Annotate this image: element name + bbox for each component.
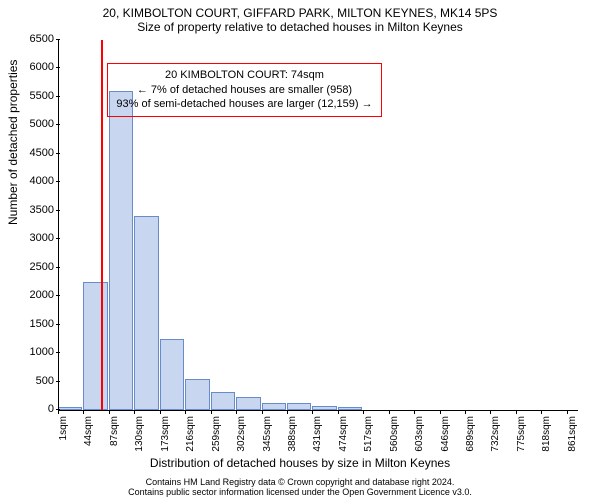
- attribution-footer: Contains HM Land Registry data © Crown c…: [0, 478, 600, 498]
- y-tick: 4000: [24, 175, 54, 187]
- callout-box: 20 KIMBOLTON COURT: 74sqm← 7% of detache…: [107, 63, 381, 118]
- plot-area: 20 KIMBOLTON COURT: 74sqm← 7% of detache…: [58, 40, 578, 410]
- callout-line: 93% of semi-detached houses are larger (…: [116, 97, 372, 112]
- y-tick: 6000: [24, 61, 54, 73]
- x-axis-label: Distribution of detached houses by size …: [0, 456, 600, 470]
- x-tick-label: 732sqm: [490, 416, 501, 456]
- title-block: 20, KIMBOLTON COURT, GIFFARD PARK, MILTO…: [0, 6, 600, 34]
- x-tick-label: 861sqm: [567, 416, 578, 456]
- footer-line-2: Contains public sector information licen…: [0, 488, 600, 498]
- histogram-bar: [109, 91, 133, 410]
- histogram-bar: [287, 403, 311, 410]
- x-tick-label: 388sqm: [287, 416, 298, 456]
- x-tick-label: 130sqm: [134, 416, 145, 456]
- x-tick-label: 474sqm: [338, 416, 349, 456]
- y-axis-label: Number of detached properties: [6, 60, 20, 225]
- y-tick: 2500: [24, 261, 54, 273]
- histogram-bar: [262, 403, 286, 410]
- x-tick-label: 44sqm: [83, 416, 94, 456]
- y-tick: 0: [24, 403, 54, 415]
- y-tick: 2000: [24, 289, 54, 301]
- x-tick-label: 216sqm: [185, 416, 196, 456]
- title-line-2: Size of property relative to detached ho…: [0, 20, 600, 34]
- x-tick-label: 173sqm: [160, 416, 171, 456]
- x-tick-label: 818sqm: [541, 416, 552, 456]
- y-tick: 4500: [24, 147, 54, 159]
- chart-container: 20, KIMBOLTON COURT, GIFFARD PARK, MILTO…: [0, 0, 600, 500]
- x-tick-label: 259sqm: [211, 416, 222, 456]
- histogram-bar: [134, 216, 158, 410]
- callout-line: 20 KIMBOLTON COURT: 74sqm: [116, 68, 372, 83]
- x-axis-line: [58, 410, 578, 411]
- histogram-bar: [185, 379, 209, 410]
- title-line-1: 20, KIMBOLTON COURT, GIFFARD PARK, MILTO…: [0, 6, 600, 20]
- x-tick-label: 302sqm: [236, 416, 247, 456]
- y-tick: 500: [24, 375, 54, 387]
- x-tick-label: 431sqm: [312, 416, 323, 456]
- y-tick: 5000: [24, 118, 54, 130]
- y-tick: 3000: [24, 232, 54, 244]
- histogram-bar: [160, 339, 184, 410]
- histogram-bar: [83, 282, 107, 410]
- y-tick: 1500: [24, 318, 54, 330]
- x-tick-label: 517sqm: [363, 416, 374, 456]
- x-tick-label: 560sqm: [389, 416, 400, 456]
- histogram-bar: [236, 397, 260, 410]
- y-tick: 5500: [24, 90, 54, 102]
- y-tick: 1000: [24, 346, 54, 358]
- y-tick: 6500: [24, 33, 54, 45]
- x-tick-label: 1sqm: [58, 416, 69, 456]
- histogram-bar: [211, 392, 235, 410]
- x-tick-label: 345sqm: [262, 416, 273, 456]
- y-tick: 3500: [24, 204, 54, 216]
- reference-vline: [101, 40, 103, 410]
- y-axis-line: [58, 40, 59, 410]
- callout-line: ← 7% of detached houses are smaller (958…: [116, 83, 372, 98]
- x-tick-label: 87sqm: [109, 416, 120, 456]
- x-tick-label: 603sqm: [414, 416, 425, 456]
- x-tick-label: 775sqm: [516, 416, 527, 456]
- x-tick-label: 646sqm: [440, 416, 451, 456]
- x-tick-label: 689sqm: [465, 416, 476, 456]
